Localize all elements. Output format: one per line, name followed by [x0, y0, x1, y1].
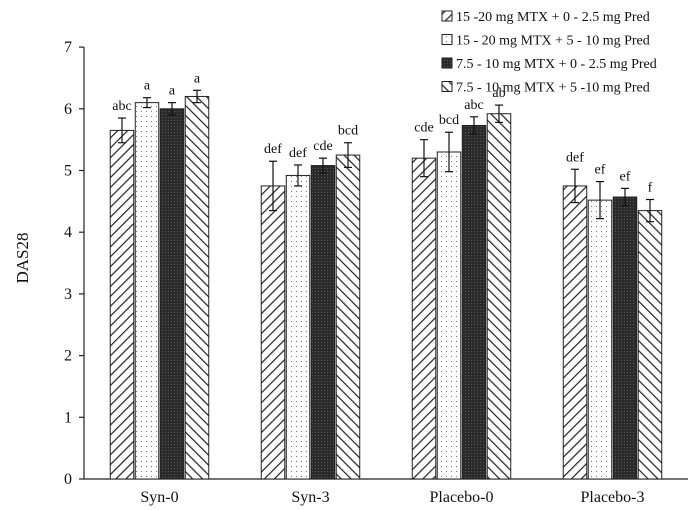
bar	[109, 129, 135, 480]
x-tick-label: Placebo-0	[430, 489, 494, 506]
significance-letter: ef	[620, 169, 631, 184]
significance-letter: abc	[112, 99, 131, 114]
y-tick-label: 6	[64, 101, 72, 118]
legend-label: 7.5 - 10 mg MTX + 5 -10 mg Pred	[456, 81, 650, 96]
significance-letter: cde	[414, 121, 433, 136]
bar	[562, 185, 588, 480]
bar	[461, 124, 487, 480]
significance-letter: abc	[464, 98, 483, 113]
legend-label: 7.5 - 10 mg MTX + 0 - 2.5 mg Pred	[456, 57, 657, 72]
x-tick-label: Syn-3	[291, 489, 329, 506]
bar	[411, 157, 437, 480]
significance-letter: a	[144, 79, 151, 94]
legend-label: 15 - 20 mg MTX + 5 - 10 mg Pred	[456, 34, 650, 49]
y-tick-label: 2	[64, 348, 72, 365]
legend-swatch	[441, 10, 453, 22]
significance-letter: ab	[492, 86, 505, 101]
y-tick-label: 0	[64, 471, 72, 488]
bar	[184, 95, 210, 480]
bar	[612, 196, 638, 480]
legend-swatch	[441, 57, 453, 69]
significance-letter: def	[289, 146, 307, 161]
significance-letter: a	[169, 84, 176, 99]
bar	[260, 185, 286, 480]
bar	[637, 210, 663, 480]
y-tick-label: 1	[64, 409, 72, 426]
x-tick-label: Syn-0	[140, 489, 178, 506]
bar	[436, 151, 462, 480]
significance-letter: bcd	[439, 113, 459, 128]
y-axis-label: DAS28	[13, 232, 32, 283]
bar	[285, 174, 311, 480]
axis-layer: 0 1 2 3 4 5 6 7 Syn-0 Syn-3 Placebo-0 Placebo-3	[64, 39, 688, 506]
x-tick-label: Placebo-3	[581, 489, 645, 506]
bar	[159, 108, 185, 480]
bar	[310, 165, 336, 480]
legend-swatch	[441, 81, 453, 92]
y-tick-label: 5	[64, 163, 72, 180]
significance-letter: cde	[313, 139, 332, 154]
y-tick-label: 3	[64, 286, 72, 303]
legend-swatch	[441, 34, 453, 45]
significance-letter: ef	[595, 163, 606, 178]
legend: 15 -20 mg MTX + 0 - 2.5 mg Pred 15 - 20 m…	[441, 10, 657, 96]
significance-letter: def	[566, 150, 584, 165]
bar	[587, 199, 613, 480]
significance-letter: def	[264, 142, 282, 157]
legend-label: 15 -20 mg MTX + 0 - 2.5 mg Pred	[456, 10, 650, 25]
significance-letter: f	[648, 180, 653, 195]
bar	[486, 113, 512, 480]
y-tick-label: 7	[64, 39, 72, 56]
bar	[134, 102, 160, 480]
y-tick-label: 4	[64, 224, 72, 241]
significance-letter: a	[194, 71, 201, 86]
significance-letter: bcd	[338, 124, 358, 139]
bar	[335, 154, 361, 480]
